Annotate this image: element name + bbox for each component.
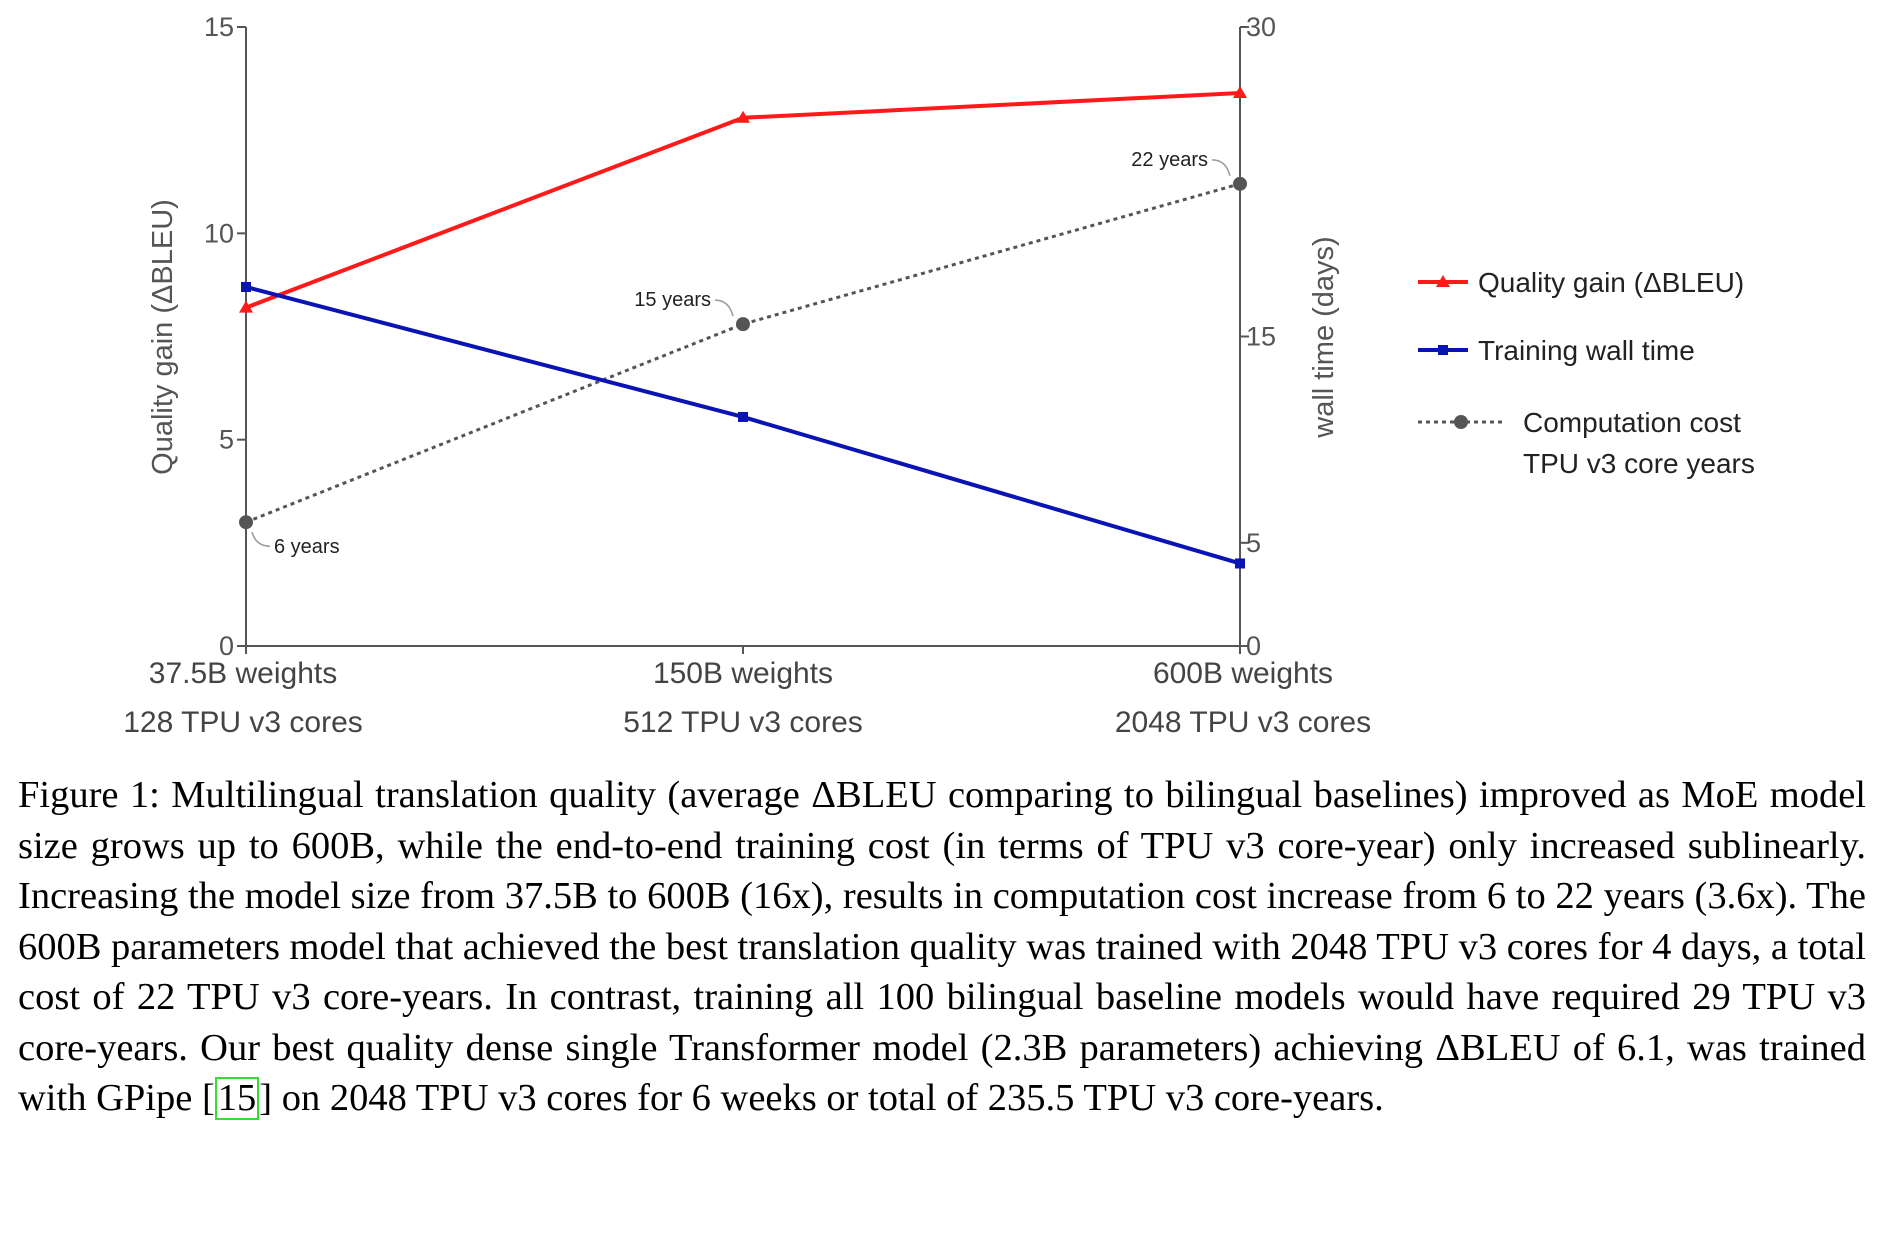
- annotation-leader: [1211, 159, 1231, 177]
- legend-label-cost-unit: TPU v3 core years: [1523, 448, 1755, 479]
- y-left-tick-label: 10: [204, 218, 234, 248]
- series-layer: [239, 86, 1247, 569]
- annotation-label: 22 years: [1131, 149, 1208, 171]
- y-right-tick-label: 5: [1246, 528, 1261, 558]
- x-category-sublabel: 128 TPU v3 cores: [123, 706, 363, 739]
- annotation-leader: [251, 531, 271, 547]
- annotation-leader: [714, 299, 734, 317]
- y-left-tick-label: 15: [204, 12, 234, 42]
- series-point: [239, 300, 253, 313]
- legend-label-quality: Quality gain (ΔBLEU): [1478, 267, 1744, 298]
- legend-marker-quality: [1436, 275, 1450, 287]
- series-line: [245, 91, 1241, 310]
- x-category-sublabel: 512 TPU v3 cores: [623, 706, 863, 739]
- x-category-sublabel: 2048 TPU v3 cores: [1115, 706, 1371, 739]
- y-right-tick-label: 30: [1246, 12, 1276, 42]
- series-point: [1233, 86, 1247, 99]
- x-category-label: 37.5B weights: [149, 657, 337, 690]
- annotation-label: 15 years: [634, 289, 711, 311]
- y-left-tick-label: 0: [219, 631, 234, 661]
- annotation-label: 6 years: [274, 536, 340, 558]
- series-point: [736, 110, 750, 123]
- legend: Quality gain (ΔBLEU) Training wall time Co…: [1418, 267, 1755, 479]
- labels-layer: 6 years 15 years 22 years: [251, 149, 1231, 558]
- y-axis-right-label: wall time (days): [1308, 236, 1340, 438]
- series-point: [241, 281, 251, 292]
- x-category-label: 600B weights: [1153, 657, 1333, 690]
- axis-ticks: 0 5 10 15 0 5 15 30 37.5B weights 128 TPU v3 core…: [123, 12, 1371, 739]
- y-right-tick-label: 15: [1246, 322, 1276, 352]
- legend-label-cost: Computation cost: [1523, 407, 1741, 438]
- series-point: [1233, 176, 1247, 191]
- x-category-label: 150B weights: [653, 657, 833, 690]
- chart: 0 5 10 15 0 5 15 30 37.5B weights 128 TPU v3 core…: [123, 12, 1755, 739]
- series-line: [245, 182, 1241, 524]
- series-point: [736, 317, 750, 332]
- series-point: [239, 515, 253, 530]
- y-axis-left-label: Quality gain (ΔBLEU): [147, 199, 179, 475]
- caption-text-end: ] on 2048 TPU v3 cores for 6 weeks or to…: [259, 1077, 1384, 1119]
- caption-text: Figure 1: Multilingual translation quali…: [18, 774, 1866, 1119]
- citation-link[interactable]: 15: [214, 1077, 260, 1120]
- y-left-tick-label: 5: [219, 425, 234, 455]
- figure-caption: Figure 1: Multilingual translation quali…: [18, 770, 1866, 1124]
- legend-marker-walltime: [1438, 345, 1448, 355]
- legend-marker-cost: [1454, 415, 1468, 429]
- y-right-tick-label: 0: [1246, 631, 1261, 661]
- legend-label-walltime: Training wall time: [1478, 335, 1695, 366]
- series-point: [738, 411, 748, 422]
- series-point: [1235, 558, 1245, 569]
